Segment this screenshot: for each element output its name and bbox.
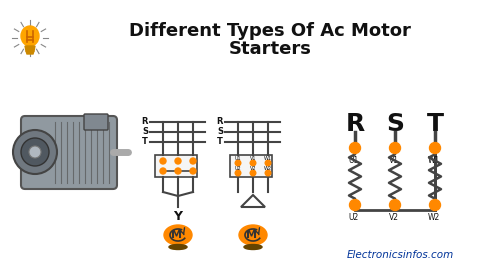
Text: Different Types Of Ac Motor: Different Types Of Ac Motor: [129, 22, 410, 40]
Text: U1: U1: [234, 156, 241, 162]
Ellipse shape: [239, 225, 266, 245]
Text: T: T: [142, 138, 148, 147]
Text: V2: V2: [388, 213, 398, 222]
Text: S: S: [142, 128, 148, 136]
Circle shape: [250, 160, 255, 166]
Circle shape: [175, 158, 180, 164]
Circle shape: [264, 160, 270, 166]
Text: V2: V2: [249, 167, 256, 171]
Circle shape: [190, 168, 195, 174]
Circle shape: [29, 146, 41, 158]
FancyBboxPatch shape: [21, 116, 117, 189]
Circle shape: [429, 199, 440, 210]
Text: T: T: [426, 112, 443, 136]
Text: W1: W1: [427, 156, 439, 165]
Bar: [229, 155, 271, 177]
Circle shape: [160, 168, 166, 174]
Circle shape: [389, 143, 400, 154]
Circle shape: [13, 130, 57, 174]
Bar: [155, 155, 197, 177]
Text: W2: W2: [427, 213, 439, 222]
Circle shape: [429, 143, 440, 154]
Circle shape: [250, 170, 255, 176]
Text: U2: U2: [348, 213, 359, 222]
Text: W1: W1: [264, 156, 271, 162]
Polygon shape: [25, 46, 35, 51]
Circle shape: [160, 158, 166, 164]
Text: V1: V1: [388, 156, 398, 165]
Text: W2: W2: [264, 167, 271, 171]
Circle shape: [235, 170, 240, 176]
Circle shape: [235, 160, 240, 166]
Text: Starters: Starters: [228, 40, 311, 58]
Text: M: M: [246, 230, 257, 240]
Text: Electronicsinfos.com: Electronicsinfos.com: [346, 250, 453, 260]
Text: V1: V1: [249, 156, 256, 162]
Ellipse shape: [168, 245, 187, 249]
Ellipse shape: [21, 26, 39, 46]
Text: M: M: [171, 230, 182, 240]
Text: Y: Y: [173, 210, 182, 223]
Text: U2: U2: [234, 167, 241, 171]
Text: R: R: [216, 117, 223, 127]
Circle shape: [21, 138, 49, 166]
Circle shape: [175, 168, 180, 174]
Circle shape: [264, 170, 270, 176]
Circle shape: [349, 143, 360, 154]
FancyBboxPatch shape: [84, 114, 108, 130]
Polygon shape: [26, 51, 34, 54]
Text: S: S: [385, 112, 403, 136]
Ellipse shape: [243, 245, 262, 249]
Circle shape: [190, 158, 195, 164]
Text: T: T: [216, 138, 223, 147]
Circle shape: [349, 199, 360, 210]
Circle shape: [389, 199, 400, 210]
Text: U1: U1: [348, 156, 359, 165]
Text: R: R: [141, 117, 148, 127]
Text: R: R: [345, 112, 364, 136]
Text: S: S: [216, 128, 223, 136]
Ellipse shape: [164, 225, 192, 245]
